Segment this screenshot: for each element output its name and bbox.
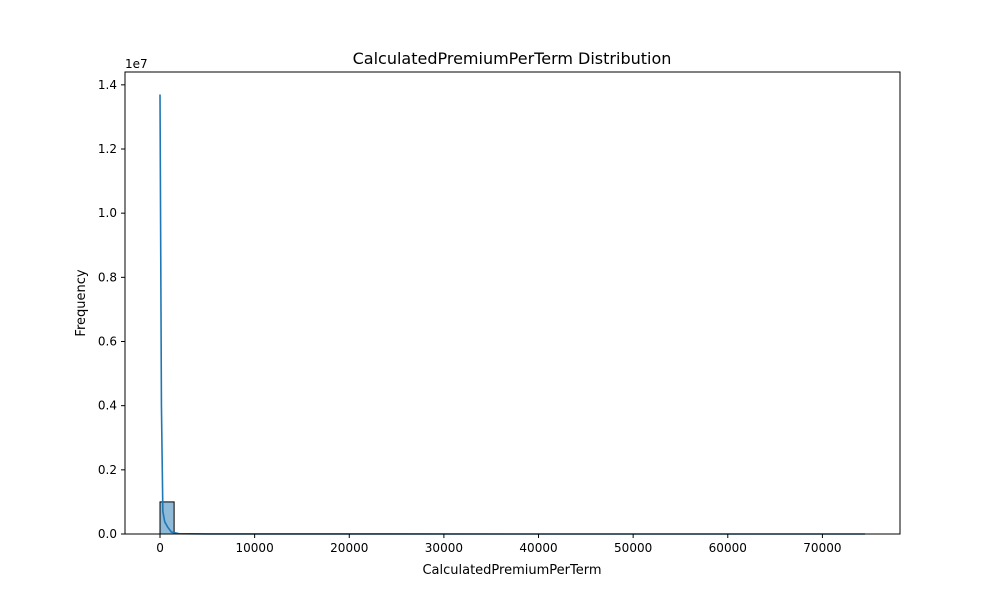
axes-layer: 0 10000 20000 30000 40000 50000 60000 70000 0.0 0… [98,71,901,555]
y-tick-label: 0.4 [98,399,117,413]
y-tick-label: 0.0 [98,527,117,541]
axes-frame [124,71,901,535]
x-tick-label: 70000 [803,541,841,555]
y-tick-label: 0.2 [98,463,117,477]
chart-title: CalculatedPremiumPerTerm Distribution [353,49,672,68]
y-tick-label: 1.4 [98,78,117,92]
x-tick-label: 0 [156,541,164,555]
x-tick-label: 30000 [425,541,463,555]
y-tick-label: 1.0 [98,206,117,220]
y-offset-label: 1e7 [125,57,148,71]
x-tick-label: 10000 [236,541,274,555]
y-tick-label: 0.6 [98,335,117,349]
x-tick-label: 50000 [614,541,652,555]
x-tick-label: 60000 [709,541,747,555]
x-tick-label: 20000 [330,541,368,555]
y-tick-label: 1.2 [98,142,117,156]
y-tick-label: 0.8 [98,270,117,284]
x-tick-label: 40000 [519,541,557,555]
y-axis-label: Frequency [74,269,89,336]
x-axis-label: CalculatedPremiumPerTerm [422,563,601,578]
